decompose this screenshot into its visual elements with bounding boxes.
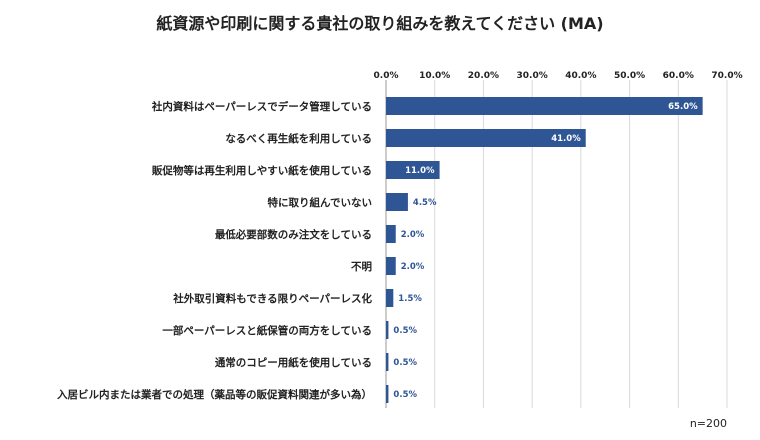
bar [386,129,586,147]
x-tick-label: 20.0% [468,71,499,81]
x-tick-label: 60.0% [663,71,694,81]
bar [386,225,396,243]
bar [386,257,396,275]
category-label: 特に取り組んでいない [268,196,372,209]
category-label: 販促物等は再生利用しやすい紙を使用している [152,164,372,177]
data-label: 2.0% [401,262,425,272]
category-labels: 社内資料はペーパーレスでデータ管理しているなるべく再生紙を利用している販促物等は… [57,100,372,401]
category-label: なるべく再生紙を利用している [225,132,372,145]
category-label: 社内資料はペーパーレスでデータ管理している [151,100,372,113]
x-tick-label: 50.0% [614,71,645,81]
bar [386,289,394,307]
sample-size-note: n=200 [690,417,727,430]
data-label: 0.5% [393,390,417,400]
data-label: 0.5% [393,358,417,368]
category-label: 社外取引資料もできる限りペーパーレス化 [172,292,372,305]
bar [386,385,389,403]
data-label: 4.5% [413,198,437,208]
x-axis-tick-labels: 0.0% 10.0% 20.0% 30.0% 40.0% 50.0% 60.0% 70.0% [374,71,743,81]
chart-title: 紙資源や印刷に関する貴社の取り組みを教えてください (MA) [156,14,603,33]
bar [386,353,389,371]
data-label: 41.0% [551,134,581,144]
bar [386,321,389,339]
x-tick-label: 10.0% [419,71,450,81]
x-tick-label: 70.0% [711,71,742,81]
category-label: 不明 [351,261,372,273]
data-label: 65.0% [668,102,698,112]
data-label: 0.5% [393,326,417,336]
bar [386,161,440,179]
category-label: 一部ペーパーレスと紙保管の両方をしている [162,324,372,337]
x-tick-label: 40.0% [565,71,596,81]
data-label: 1.5% [398,294,422,304]
data-labels: 65.0% 41.0% 11.0% 4.5% 2.0% 2.0% 1.5% 0.5% 0.5% 0… [393,102,698,400]
bar [386,97,703,115]
category-label: 入居ビル内または業者での処理（薬品等の販促資料関連が多い為） [57,388,372,401]
data-label: 2.0% [401,230,425,240]
x-tick-label: 30.0% [517,71,548,81]
category-label: 通常のコピー用紙を使用している [215,356,372,369]
x-tick-label: 0.0% [374,71,399,81]
data-label: 11.0% [405,166,435,176]
category-label: 最低必要部数のみ注文をしている [215,228,372,241]
bar [386,193,408,211]
bars [386,97,703,403]
